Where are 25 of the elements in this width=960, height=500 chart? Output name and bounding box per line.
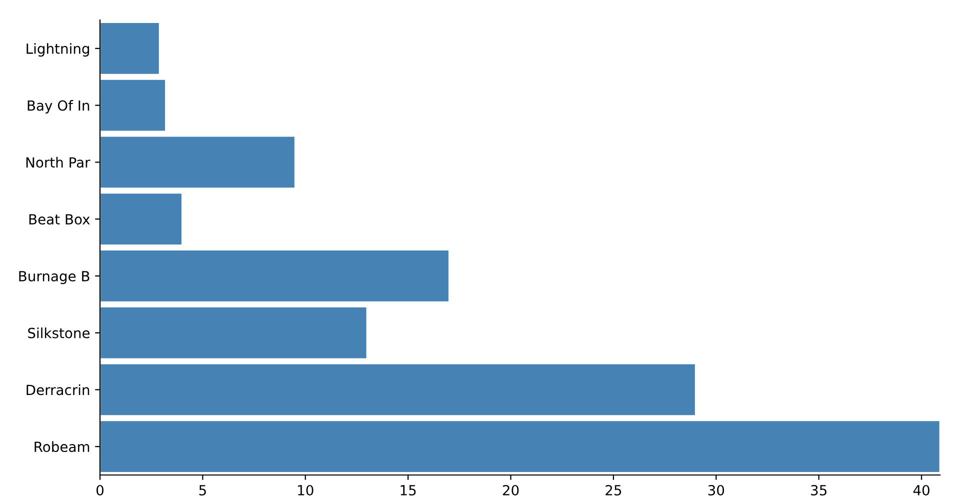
y-tick-label: Derracrin	[26, 384, 90, 396]
x-tick-label: 0	[96, 484, 104, 496]
x-tick-label: 35	[811, 484, 826, 496]
y-tick-label: Bay Of In	[28, 100, 90, 114]
bar	[100, 78, 166, 132]
y-tick-label: Silkstone	[28, 328, 90, 338]
bar	[100, 420, 940, 474]
x-tick-label: 40	[913, 484, 930, 496]
bar	[100, 192, 183, 246]
bar	[100, 362, 696, 417]
x-tick-label: 25	[606, 484, 622, 496]
x-tick-label: 30	[708, 484, 724, 496]
bar	[100, 249, 450, 303]
x-tick-label: 15	[400, 485, 416, 496]
bar	[100, 22, 160, 76]
x-tick-label: 5	[199, 485, 206, 496]
bar	[100, 135, 296, 190]
bar	[100, 306, 368, 360]
y-tick-label: Robeam	[34, 441, 90, 452]
y-tick-label: Beat Box	[29, 214, 90, 225]
y-tick-label: Lightning	[26, 43, 90, 57]
x-tick-label: 10	[298, 484, 314, 496]
y-tick-label: North Par	[26, 156, 90, 168]
y-tick-label: Burnage B	[19, 271, 90, 284]
x-tick-label: 20	[502, 484, 519, 496]
